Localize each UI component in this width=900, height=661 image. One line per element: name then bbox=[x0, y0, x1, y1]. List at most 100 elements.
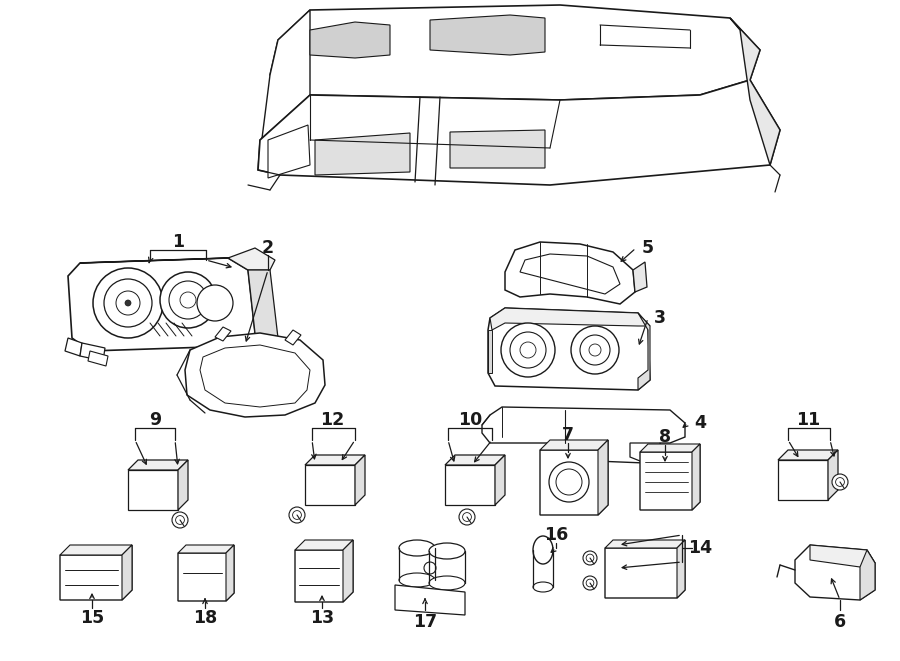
Polygon shape bbox=[633, 262, 647, 292]
Polygon shape bbox=[638, 313, 650, 390]
Ellipse shape bbox=[533, 582, 553, 592]
Polygon shape bbox=[248, 270, 278, 350]
Polygon shape bbox=[605, 540, 685, 598]
Text: 3: 3 bbox=[654, 309, 666, 327]
Text: 12: 12 bbox=[320, 411, 344, 429]
Polygon shape bbox=[65, 338, 82, 356]
Polygon shape bbox=[68, 258, 255, 351]
Polygon shape bbox=[226, 545, 234, 601]
Polygon shape bbox=[343, 540, 353, 602]
Polygon shape bbox=[540, 440, 608, 515]
Polygon shape bbox=[178, 460, 188, 510]
Polygon shape bbox=[268, 125, 310, 178]
Polygon shape bbox=[495, 455, 505, 505]
Polygon shape bbox=[540, 440, 608, 450]
Circle shape bbox=[93, 268, 163, 338]
Polygon shape bbox=[490, 308, 650, 330]
Polygon shape bbox=[285, 330, 301, 345]
Polygon shape bbox=[200, 345, 310, 407]
Circle shape bbox=[586, 579, 594, 587]
Ellipse shape bbox=[429, 576, 465, 590]
Text: 13: 13 bbox=[310, 609, 334, 627]
Polygon shape bbox=[305, 465, 355, 505]
Circle shape bbox=[580, 335, 610, 365]
Circle shape bbox=[104, 279, 152, 327]
Text: 10: 10 bbox=[458, 411, 482, 429]
Text: 7: 7 bbox=[562, 426, 574, 444]
Polygon shape bbox=[258, 80, 780, 185]
Circle shape bbox=[292, 510, 302, 520]
Circle shape bbox=[169, 281, 207, 319]
Circle shape bbox=[501, 323, 555, 377]
Polygon shape bbox=[730, 18, 780, 165]
Circle shape bbox=[589, 344, 601, 356]
Circle shape bbox=[160, 272, 216, 328]
Text: 14: 14 bbox=[688, 539, 712, 557]
Text: 18: 18 bbox=[193, 609, 217, 627]
Polygon shape bbox=[488, 308, 650, 390]
Circle shape bbox=[424, 562, 436, 574]
Polygon shape bbox=[810, 545, 875, 567]
Text: 4: 4 bbox=[694, 414, 706, 432]
Polygon shape bbox=[795, 545, 875, 600]
Circle shape bbox=[463, 512, 472, 522]
Polygon shape bbox=[778, 460, 828, 500]
Polygon shape bbox=[295, 540, 353, 602]
Polygon shape bbox=[430, 15, 545, 55]
Polygon shape bbox=[185, 333, 325, 417]
Circle shape bbox=[835, 478, 844, 486]
Polygon shape bbox=[315, 133, 410, 175]
Circle shape bbox=[583, 576, 597, 590]
Circle shape bbox=[586, 554, 594, 562]
Ellipse shape bbox=[533, 536, 553, 564]
Text: 1: 1 bbox=[172, 233, 184, 251]
Polygon shape bbox=[860, 550, 875, 600]
Polygon shape bbox=[122, 545, 132, 600]
Polygon shape bbox=[258, 10, 310, 170]
Ellipse shape bbox=[399, 540, 435, 556]
Circle shape bbox=[172, 512, 188, 528]
Circle shape bbox=[583, 551, 597, 565]
Circle shape bbox=[197, 285, 233, 321]
Text: 6: 6 bbox=[834, 613, 846, 631]
Polygon shape bbox=[630, 443, 660, 463]
Polygon shape bbox=[640, 444, 700, 452]
Circle shape bbox=[520, 342, 536, 358]
Polygon shape bbox=[520, 254, 620, 294]
Polygon shape bbox=[445, 465, 495, 505]
Polygon shape bbox=[60, 545, 132, 600]
Circle shape bbox=[832, 474, 848, 490]
Circle shape bbox=[176, 516, 184, 524]
Polygon shape bbox=[355, 455, 365, 505]
Polygon shape bbox=[178, 545, 234, 601]
Polygon shape bbox=[215, 327, 231, 341]
Polygon shape bbox=[305, 455, 365, 465]
Polygon shape bbox=[88, 351, 108, 366]
Polygon shape bbox=[395, 585, 465, 615]
Polygon shape bbox=[445, 455, 505, 465]
Polygon shape bbox=[178, 545, 234, 553]
Polygon shape bbox=[828, 450, 838, 500]
Polygon shape bbox=[598, 440, 608, 515]
Polygon shape bbox=[677, 540, 685, 598]
Polygon shape bbox=[310, 22, 390, 58]
Polygon shape bbox=[295, 540, 353, 550]
Polygon shape bbox=[488, 330, 492, 373]
Circle shape bbox=[549, 462, 589, 502]
Polygon shape bbox=[450, 130, 545, 168]
Polygon shape bbox=[778, 450, 838, 460]
Polygon shape bbox=[128, 470, 178, 510]
Polygon shape bbox=[80, 343, 105, 361]
Circle shape bbox=[556, 469, 582, 495]
Polygon shape bbox=[270, 5, 760, 100]
Circle shape bbox=[459, 509, 475, 525]
Polygon shape bbox=[128, 460, 188, 470]
Polygon shape bbox=[505, 242, 635, 304]
Text: 8: 8 bbox=[659, 428, 671, 446]
Polygon shape bbox=[692, 444, 700, 510]
Circle shape bbox=[510, 332, 546, 368]
Ellipse shape bbox=[399, 573, 435, 587]
Text: 17: 17 bbox=[413, 613, 437, 631]
Text: 16: 16 bbox=[544, 526, 568, 544]
Circle shape bbox=[289, 507, 305, 523]
